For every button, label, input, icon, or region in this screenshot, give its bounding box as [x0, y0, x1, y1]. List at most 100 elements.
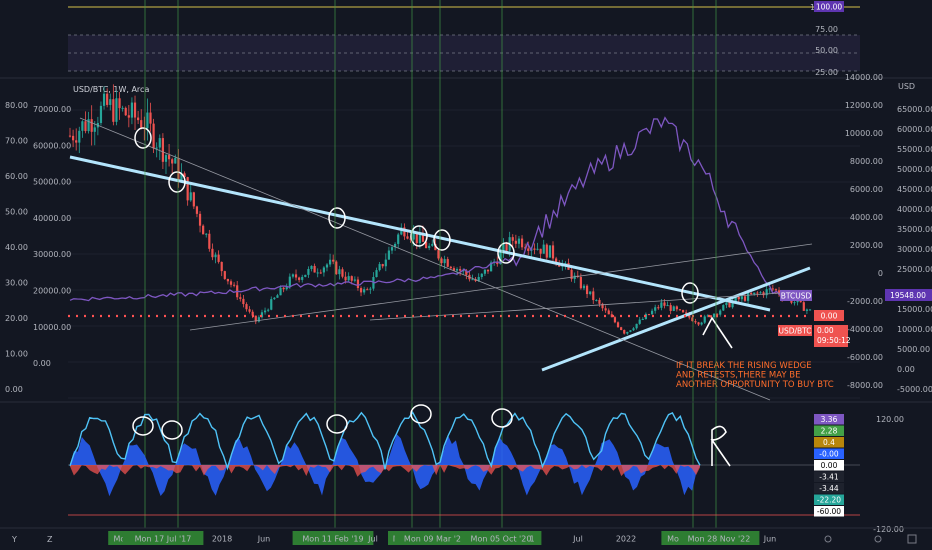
candle-body [598, 299, 601, 304]
candle-body [579, 277, 582, 289]
mid-axis-label: -2000.00 [847, 297, 883, 306]
main-panel: USD/BTC, 1W, Arca USD 80.00 70.00 60.00 50.00… [5, 73, 932, 401]
candle-body [418, 232, 421, 244]
candle-body [620, 327, 623, 331]
candle-body [638, 319, 641, 324]
candle-body [716, 313, 719, 315]
osc-circle-4 [491, 408, 513, 428]
candle-body [273, 297, 276, 300]
right-axis-label: 45000.00 [897, 185, 932, 194]
candle-body [279, 287, 282, 296]
candle-body [759, 292, 762, 294]
candle-body [765, 289, 768, 296]
right-axis-label: 65000.00 [897, 105, 932, 114]
highlight-circle-3 [410, 225, 428, 247]
highlight-circle-0 [134, 127, 152, 149]
time-axis-label: Mon 17 Jul '17 [135, 535, 192, 544]
candle-body [229, 281, 233, 285]
candle-body [796, 300, 799, 303]
candle-body [353, 279, 356, 281]
osc-badge [814, 483, 844, 494]
candle-body [208, 233, 211, 249]
right-axis-label: 15000.00 [897, 305, 932, 314]
mid-axis-label: -8000.00 [847, 381, 883, 390]
candle-body [502, 244, 505, 252]
right-axis-label: 35000.00 [897, 225, 932, 234]
candle-body [341, 269, 344, 277]
candle-body [155, 147, 158, 149]
highlight-circle-6 [681, 282, 699, 304]
candle-body [570, 269, 573, 280]
time-axis-label: Mon 28 Nov '22 [688, 535, 751, 544]
candle-body [520, 238, 524, 248]
candle-body [663, 302, 666, 306]
expand-icon [907, 534, 917, 544]
mid-axis-label: 0 [878, 269, 883, 278]
time-axis-label: 2022 [616, 535, 636, 544]
oscillator-panel: 120.00 -120.00 3.36 2.28 0.4 -0.00 0.00 -3.41 -3… [68, 404, 904, 534]
candle-body [322, 267, 325, 273]
candle-body [409, 238, 412, 240]
price-axis-a-label: 20000.00 [33, 287, 71, 296]
candle-body [793, 302, 796, 304]
candle-body [99, 105, 103, 123]
candle-body [180, 173, 183, 180]
candle-body [378, 264, 381, 271]
candle-body [601, 303, 604, 309]
osc-badge [814, 437, 844, 448]
candle-body [808, 309, 812, 311]
candle-body [189, 192, 192, 201]
candle-body [282, 287, 285, 290]
candle-body [406, 236, 409, 239]
candle-body [245, 304, 248, 310]
candle-body [616, 322, 620, 328]
mid-axis-label: 8000.00 [850, 157, 883, 166]
candle-body [734, 297, 737, 302]
candle-body [338, 269, 341, 275]
osc-badge-text: -3.44 [819, 484, 839, 493]
candle-body [564, 263, 567, 265]
candle-body [288, 276, 291, 288]
candle-body [650, 310, 654, 315]
candle-body [254, 315, 257, 322]
btcusd-tag-text: BTCUSD [781, 292, 812, 301]
candle-body [248, 309, 251, 312]
candle-body [149, 112, 152, 124]
candles [68, 84, 812, 335]
candle-body [539, 248, 542, 254]
candle-body [118, 98, 121, 109]
candle-body [669, 305, 672, 311]
osc-badge-text: 0.4 [823, 438, 835, 447]
candle-body [394, 243, 397, 248]
candle-body [304, 274, 307, 277]
candle-body [146, 112, 149, 129]
countdown-text: 09:50:12 [817, 336, 851, 345]
candle-body [214, 254, 217, 258]
candle-body [347, 276, 350, 281]
candle-body [84, 121, 87, 132]
candle-body [774, 289, 778, 291]
candle-body [369, 288, 372, 290]
candle-body [375, 270, 378, 278]
candle-body [381, 264, 384, 267]
mid-axis-label: 6000.00 [850, 185, 883, 194]
candle-body [533, 248, 536, 250]
right-axis-label: 25000.00 [897, 265, 932, 274]
candle-body [267, 309, 270, 311]
highlight-circle-1 [168, 171, 186, 193]
candle-body [316, 272, 319, 274]
candle-body [465, 270, 468, 275]
mid-axis-label: 10000.00 [845, 129, 883, 138]
candle-body [75, 140, 78, 143]
osc-badge [814, 471, 844, 482]
candle-body [771, 288, 774, 290]
candle-body [666, 305, 669, 307]
candle-body [505, 244, 508, 251]
mid-axis-label: 12000.00 [845, 101, 883, 110]
time-axis-label: 2018 [212, 535, 232, 544]
candle-body [647, 314, 651, 316]
candle-body [167, 155, 171, 160]
candle-body [524, 247, 527, 249]
candle-body [263, 310, 267, 313]
annotation-line: ANOTHER OPPORTUNITY TO BUY BTC [676, 380, 834, 390]
